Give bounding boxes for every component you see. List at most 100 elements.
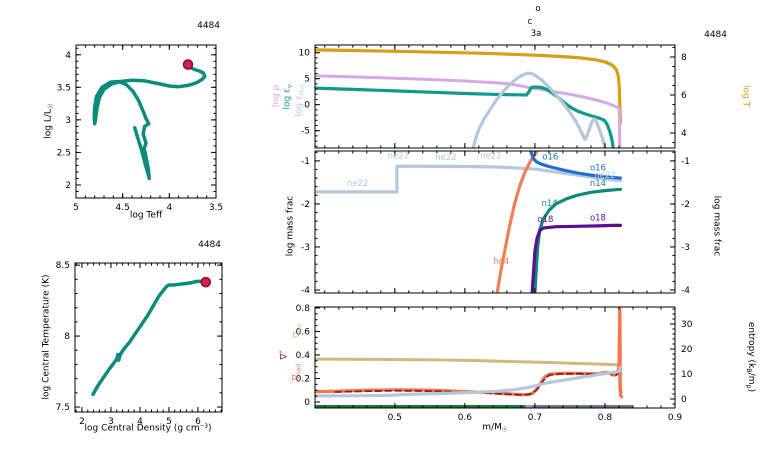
series-log-T <box>315 48 623 125</box>
entropy-label-text: ) <box>745 388 756 393</box>
profile-bot-frame <box>314 306 676 409</box>
curve-label-o: o <box>535 4 540 14</box>
tick-label: -4 <box>301 286 310 296</box>
current-model-marker <box>182 59 194 70</box>
tick-label: 4 <box>166 203 172 213</box>
entropy-label-text: entropy (k <box>745 321 756 369</box>
tick-label: 20 <box>681 345 693 355</box>
tick-label: -3 <box>301 243 310 253</box>
log-t-axis-label: log T <box>740 84 751 108</box>
series-o18 <box>530 223 623 293</box>
tick-label: 4.5 <box>116 203 130 213</box>
curve-label-ne22: ne22 <box>347 179 368 189</box>
tick-label: 5 <box>166 417 172 427</box>
tick-label: 0 <box>304 101 310 111</box>
tick-label: 0.8 <box>296 304 311 314</box>
curve-label-o18: o18 <box>590 213 606 223</box>
hr-y-axis-label: log L/L☉ <box>43 103 55 139</box>
curve-label-ne22: ne22 <box>388 152 409 162</box>
nabla-symbol: ∇ <box>279 353 290 360</box>
tick-label: 0.6 <box>296 327 311 337</box>
panel-profile-bot: 0.5 0.6 0.7 0.8 0.9 0 0.2 0.4 0.6 0.8 0 10 20 30 <box>296 304 693 423</box>
series-log-rho <box>315 74 622 148</box>
tick-label: 5 <box>73 203 79 213</box>
tick-label: 0.6 <box>458 413 473 423</box>
tick-label: 4 <box>681 129 687 139</box>
series-central-trho-track <box>91 279 208 397</box>
tick-label: 8 <box>681 53 687 63</box>
current-model-marker <box>200 276 212 288</box>
tick-label: -1 <box>681 157 690 167</box>
log-eps-nuc-text: log ε <box>294 95 305 117</box>
tick-label: -4 <box>681 286 690 296</box>
tick-label: 0 <box>304 398 310 408</box>
tick-label: 2.5 <box>57 148 71 158</box>
trho-frame <box>74 262 223 413</box>
curve-label-3a: 3a <box>531 29 542 39</box>
tick-label: 10 <box>681 370 693 380</box>
hr-y-axis-label-text: log L/L <box>43 109 54 139</box>
tick-label: 0 <box>681 395 687 405</box>
tick-label: 3.5 <box>209 203 223 213</box>
grad-rad-axis-label: ∇rad <box>291 363 303 381</box>
nuc-subscript: nuc <box>297 83 306 96</box>
sun-symbol: ☉ <box>46 103 55 110</box>
tick-label: 3 <box>108 417 114 427</box>
tick-label: 5 <box>304 75 310 85</box>
curve-label-ne22: ne22 <box>594 171 615 181</box>
tick-label: 6 <box>681 91 687 101</box>
tick-label: 7.5 <box>56 403 70 413</box>
log-rho-axis-label: log ρ <box>271 84 282 108</box>
series-log-eps-nuc <box>471 71 607 148</box>
tick-label: -2 <box>681 200 690 210</box>
hr-frame <box>75 44 217 199</box>
hr-model-number: 4484 <box>197 21 220 31</box>
panel-profile-mid: -1 -2 -3 -4 -1 -2 -3 -4 ne22 ne22 ne22 ne22 ne22 he4 n… <box>301 150 690 296</box>
tick-label: 30 <box>681 320 693 330</box>
tick-label: 6 <box>195 417 201 427</box>
panel-trho: 2 3 4 5 6 7.5 8 8.5 <box>56 261 223 427</box>
ad-subscript: ad <box>295 323 304 333</box>
series-log-eps-nu <box>315 85 615 148</box>
rad-subscript: rad <box>294 363 303 375</box>
tick-label: 0.7 <box>528 413 542 423</box>
mass-x-axis-text: m/M <box>482 422 502 433</box>
tick-label: 3 <box>65 116 71 126</box>
tick-label: 2 <box>65 181 71 191</box>
tick-label: -2 <box>301 200 310 210</box>
mass-x-axis-label: m/M☉ <box>482 423 507 433</box>
log-eps-nu-axis-label: log εν <box>282 84 294 109</box>
panel-hr: 5 4.5 4 3.5 2 2.5 3 3.5 4 <box>57 44 223 213</box>
tick-label: 0.9 <box>668 413 683 423</box>
trho-y-axis-label: log Central Temperature (K) <box>41 274 52 400</box>
nu-subscript: ν <box>285 84 294 89</box>
tick-label: 0.8 <box>598 413 613 423</box>
curve-label-c: c <box>528 17 533 27</box>
series-entropy <box>315 365 622 398</box>
log-eps-nuc-axis-label: log εnuc <box>294 83 306 117</box>
entropy-label-text: /m <box>745 372 756 385</box>
tick-label: 0.2 <box>296 374 310 384</box>
tick-label: 3.5 <box>57 83 71 93</box>
tick-label: 8.5 <box>56 261 70 271</box>
tick-label: 2 <box>79 417 85 427</box>
tick-label: -1 <box>301 157 310 167</box>
grad-ad-axis-label: ∇ad <box>292 323 304 338</box>
curve-label-ne22: ne22 <box>435 153 456 163</box>
star-superscript: * <box>277 350 286 354</box>
entropy-axis-label: entropy (kB/mp) <box>745 321 756 393</box>
hr-x-axis-label: log Teff <box>129 210 163 221</box>
tick-label: 0.4 <box>296 351 311 361</box>
tick-label: -5 <box>301 127 310 137</box>
curve-label-n14: n14 <box>542 199 558 209</box>
tick-label: 8 <box>64 332 70 342</box>
curve-label-o16: o16 <box>590 163 606 173</box>
tick-label: 0.5 <box>388 413 402 423</box>
curve-label-he4: he4 <box>493 257 509 267</box>
series-o16 <box>529 151 623 180</box>
tick-label: 4 <box>137 417 143 427</box>
sun-symbol: ☉ <box>501 425 508 434</box>
mass-frac-left-axis-label: log mass frac <box>285 195 296 257</box>
